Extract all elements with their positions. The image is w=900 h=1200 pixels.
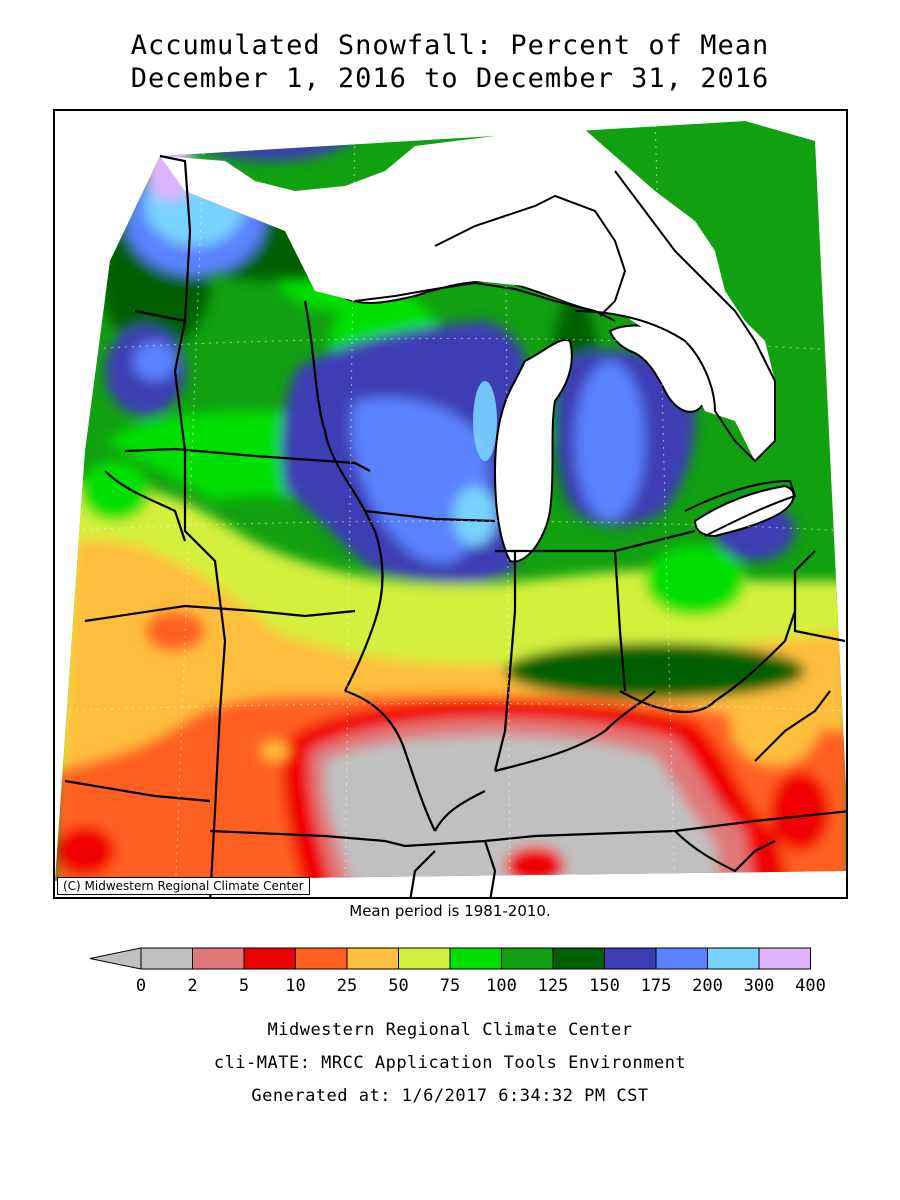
legend-tick-label: 400: [795, 976, 826, 996]
footer-generated: Generated at: 1/6/2017 6:34:32 PM CST: [251, 1086, 649, 1106]
legend-swatch: [295, 947, 348, 970]
map-title: Accumulated Snowfall: Percent of Mean: [130, 30, 770, 61]
legend-swatch: [604, 947, 657, 970]
legend-swatch: [192, 947, 245, 970]
state-boundaries: [64, 154, 846, 897]
snowfall-map: [55, 111, 846, 897]
legend-tick-label: 150: [589, 976, 620, 996]
color-legend: 0 2 5 10 25 50 75 100 125 150 175 200 300 400: [89, 947, 826, 996]
legend-tick-label: 10: [285, 976, 305, 996]
mean-period-note: Mean period is 1981-2010.: [349, 902, 551, 920]
legend-swatch: [449, 947, 502, 970]
great-lakes: [160, 121, 795, 563]
legend-tick-label: 175: [641, 976, 672, 996]
legend-swatch: [655, 947, 708, 970]
map-panel: (C) Midwestern Regional Climate Center: [53, 109, 848, 899]
legend-tick-label: 5: [239, 976, 249, 996]
legend-tick-label: 2: [187, 976, 197, 996]
legend-tick-label: 75: [440, 976, 460, 996]
coastlines: [434, 170, 797, 537]
legend-swatch: [707, 947, 760, 970]
legend-swatch: [243, 947, 296, 970]
legend-tick-label: 300: [744, 976, 775, 996]
legend-tick-label: 50: [388, 976, 408, 996]
footer-org: Midwestern Regional Climate Center: [267, 1020, 633, 1040]
legend-swatch: [346, 947, 399, 970]
copyright-label: (C) Midwestern Regional Climate Center: [57, 877, 310, 895]
legend-tick-label: 200: [692, 976, 723, 996]
lat-lon-grid: [55, 111, 846, 897]
legend-tick-label: 125: [538, 976, 569, 996]
percent-of-mean-shading: [55, 121, 846, 881]
map-date-range: December 1, 2016 to December 31, 2016: [130, 63, 770, 94]
legend-swatch: [501, 947, 554, 970]
legend-swatch: [140, 947, 193, 970]
legend-tick-label: 0: [136, 976, 146, 996]
legend-arrow-low: [89, 947, 142, 970]
legend-swatch: [552, 947, 605, 970]
legend-tick-label: 25: [337, 976, 357, 996]
legend-swatch: [398, 947, 451, 970]
legend-swatch: [758, 947, 811, 970]
legend-tick-label: 100: [486, 976, 517, 996]
footer-tool: cli-MATE: MRCC Application Tools Environ…: [213, 1053, 687, 1073]
